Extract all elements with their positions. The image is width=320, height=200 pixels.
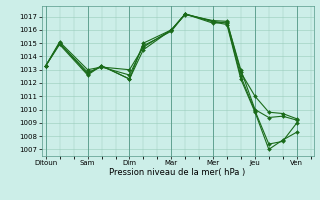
X-axis label: Pression niveau de la mer( hPa ): Pression niveau de la mer( hPa ) <box>109 168 246 177</box>
